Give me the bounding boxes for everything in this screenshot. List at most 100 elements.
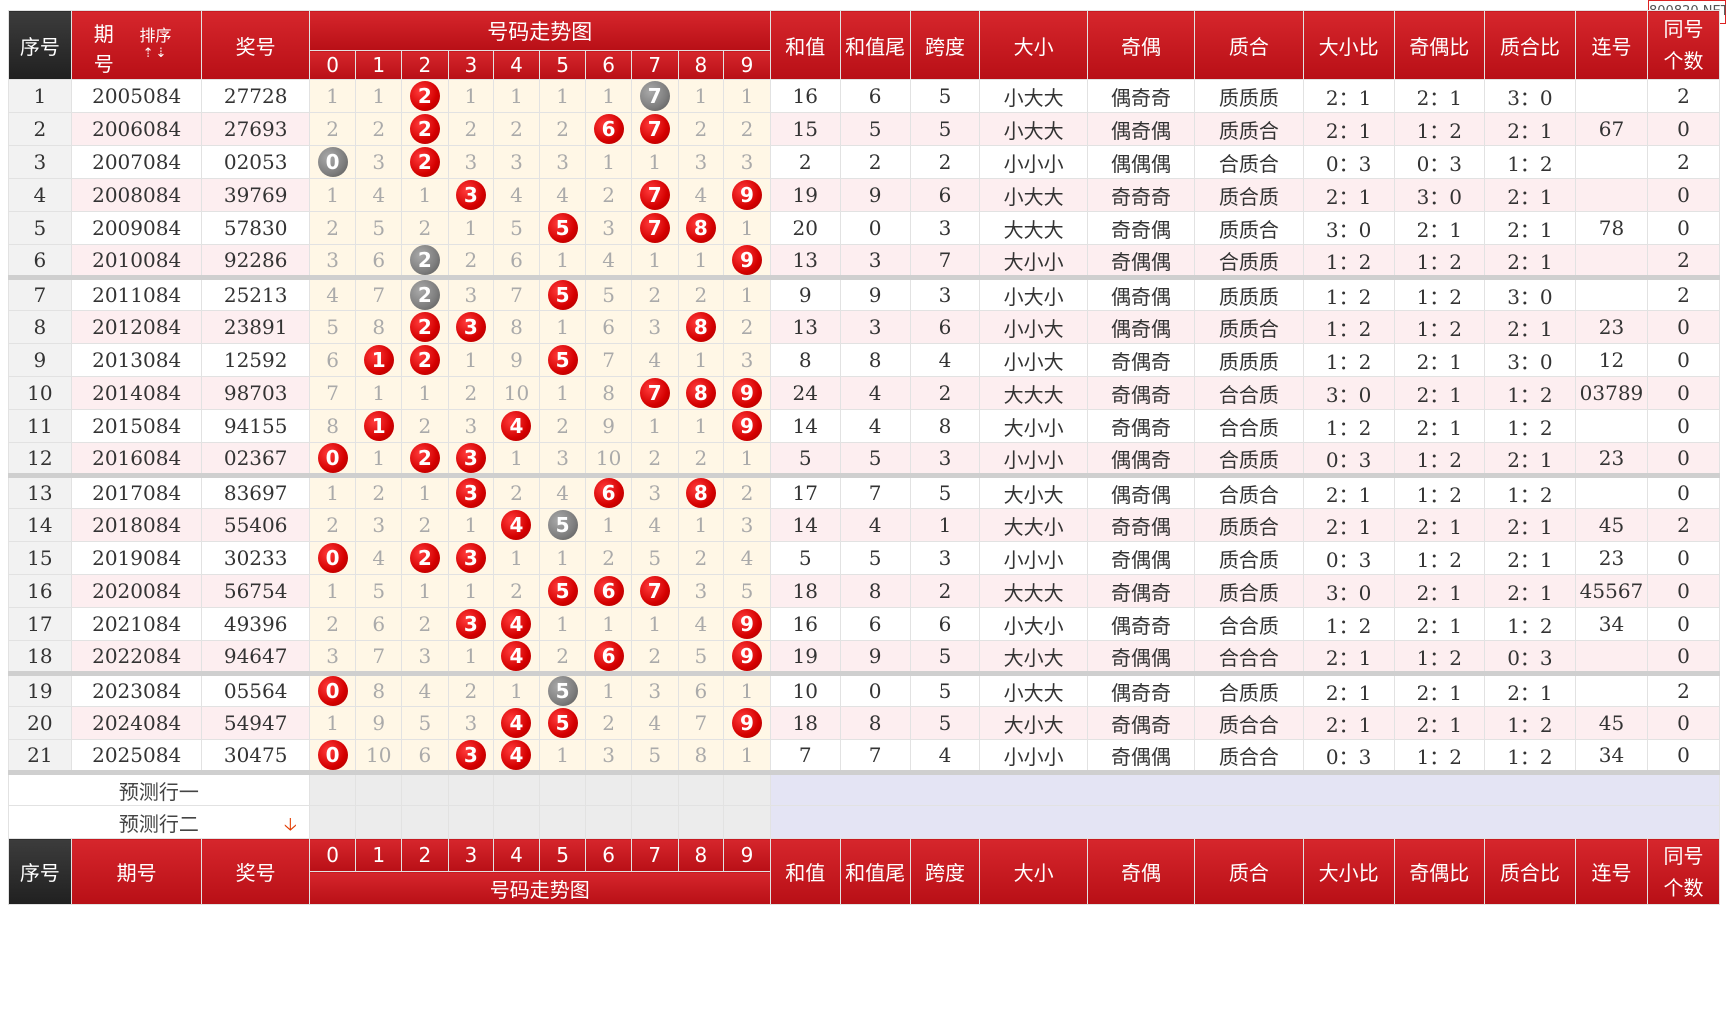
header-consecutive: 连号 xyxy=(1575,10,1648,80)
prediction-digit-cell-6[interactable] xyxy=(585,770,632,806)
digit-cell-6: 8 xyxy=(585,376,632,410)
repeat-number-ball: 2 xyxy=(409,245,440,275)
digit-cell-5: 1 xyxy=(538,739,587,773)
digit-cell-4: 8 xyxy=(493,310,540,344)
row-seq: 16 xyxy=(8,574,72,608)
row-prime: 质质质 xyxy=(1194,343,1304,377)
repeat-number-ball: 5 xyxy=(547,678,578,706)
prediction-digit-cell-0[interactable] xyxy=(308,770,357,806)
table-header: 序号期号排序 ⇡⇣ 奖号 号码走势图 和值 和值尾 跨度 大小 奇偶 质合 大小比 奇偶比 质合比 连号同… xyxy=(8,10,1721,80)
digit-cell-3: 2 xyxy=(447,112,495,146)
row-oe-ratio: 2：1 xyxy=(1393,376,1485,410)
row-consecutive xyxy=(1575,671,1648,707)
digit-cell-8: 4 xyxy=(677,607,725,641)
prediction-digit-cell-2[interactable] xyxy=(401,805,449,839)
prediction-digit-cell-8[interactable] xyxy=(677,770,725,806)
header-period[interactable]: 期号排序 ⇡⇣ xyxy=(70,10,203,80)
prediction-digit-cell-7[interactable] xyxy=(630,770,679,806)
table-row: 5 2009084 57830 2 5 2 1 5 5 3 7 8 1 20 0 3 大大大 奇奇偶 质质合 3：0 2… xyxy=(8,211,1721,245)
row-sum-tail: 5 xyxy=(839,541,911,575)
prediction-digit-cell-3[interactable] xyxy=(447,805,495,839)
header-prime: 质合 xyxy=(1194,10,1304,80)
header-digit-6: 6 xyxy=(585,50,632,80)
prediction-digit-cell-1[interactable] xyxy=(355,770,403,806)
prediction-digit-cell-2[interactable] xyxy=(401,770,449,806)
prediction-digit-cell-4[interactable] xyxy=(493,770,540,806)
header-oe-ratio: 奇偶比 xyxy=(1393,10,1485,80)
prediction-digit-cell-8[interactable] xyxy=(677,805,725,839)
digit-cell-2: 1 xyxy=(401,473,449,509)
prediction-digit-cell-1[interactable] xyxy=(355,805,403,839)
row-same-count: 0 xyxy=(1646,640,1721,674)
row-oe-ratio: 2：1 xyxy=(1393,79,1485,113)
digit-cell-5: 3 xyxy=(538,442,587,476)
prediction-digit-cell-3[interactable] xyxy=(447,770,495,806)
table-row: 12 2016084 02367 0 1 2 3 1 3 10 2 2 1 5 5 3 小小小 偶偶奇 合质质 0：3… xyxy=(8,442,1721,476)
row-big-small: 小大小 xyxy=(979,607,1088,641)
digit-cell-3: 3 xyxy=(447,739,495,773)
prediction-digit-cell-5[interactable] xyxy=(538,770,587,806)
sort-button[interactable]: 排序 ⇡⇣ xyxy=(139,27,171,63)
row-consecutive: 12 xyxy=(1575,343,1648,377)
row-seq: 19 xyxy=(8,671,72,707)
row-consecutive: 34 xyxy=(1575,739,1648,773)
digit-cell-2: 2 xyxy=(401,541,449,575)
row-oe-ratio: 1：2 xyxy=(1393,640,1485,674)
row-oe-ratio: 1：2 xyxy=(1393,244,1485,278)
row-consecutive: 03789 xyxy=(1575,376,1648,410)
row-award: 49396 xyxy=(201,607,310,641)
prediction-digit-cell-9[interactable] xyxy=(723,805,771,839)
digit-cell-9: 9 xyxy=(723,607,771,641)
digit-cell-1: 4 xyxy=(355,178,403,212)
digit-cell-6: 10 xyxy=(585,442,632,476)
row-pc-ratio: 2：1 xyxy=(1483,178,1577,212)
digit-cell-7: 5 xyxy=(630,739,679,773)
digit-cell-5: 2 xyxy=(538,409,587,443)
winning-number-ball: 5 xyxy=(547,213,578,243)
digit-cell-6: 9 xyxy=(585,409,632,443)
row-prime: 质合合 xyxy=(1194,706,1304,740)
row-consecutive: 67 xyxy=(1575,112,1648,146)
digit-cell-2: 3 xyxy=(401,640,449,674)
digit-cell-1: 6 xyxy=(355,607,403,641)
digit-cell-4: 10 xyxy=(493,376,540,410)
prediction-digit-cell-4[interactable] xyxy=(493,805,540,839)
winning-number-ball: 0 xyxy=(317,543,348,573)
digit-cell-7: 7 xyxy=(630,376,679,410)
winning-number-ball: 2 xyxy=(409,543,440,573)
prediction-digit-cell-0[interactable] xyxy=(308,805,357,839)
row-span: 2 xyxy=(909,574,981,608)
row-big-small: 小小大 xyxy=(979,310,1088,344)
row-big-small: 大大大 xyxy=(979,376,1088,410)
row-pc-ratio: 2：1 xyxy=(1483,244,1577,278)
row-bs-ratio: 3：0 xyxy=(1302,211,1395,245)
row-big-small: 大小小 xyxy=(979,409,1088,443)
row-pc-ratio: 2：1 xyxy=(1483,671,1577,707)
row-sum: 20 xyxy=(769,211,841,245)
row-period: 2006084 xyxy=(70,112,203,146)
digit-cell-5: 5 xyxy=(538,508,587,542)
row-award: 92286 xyxy=(201,244,310,278)
arrow-down-icon[interactable]: 🡣 xyxy=(283,814,297,835)
row-consecutive: 78 xyxy=(1575,211,1648,245)
prediction-digit-cell-6[interactable] xyxy=(585,805,632,839)
winning-number-ball: 3 xyxy=(455,740,486,770)
digit-cell-2: 2 xyxy=(401,409,449,443)
row-same-count: 2 xyxy=(1646,79,1721,113)
prediction-digit-cell-5[interactable] xyxy=(538,805,587,839)
winning-number-ball: 2 xyxy=(409,81,440,111)
row-consecutive: 34 xyxy=(1575,607,1648,641)
digit-cell-4: 9 xyxy=(493,343,540,377)
prediction-digit-cell-7[interactable] xyxy=(630,805,679,839)
row-bs-ratio: 2：1 xyxy=(1302,508,1395,542)
digit-cell-3: 3 xyxy=(447,706,495,740)
winning-number-ball: 4 xyxy=(501,411,532,441)
row-consecutive: 23 xyxy=(1575,442,1648,476)
row-sum: 8 xyxy=(769,343,841,377)
winning-number-ball: 8 xyxy=(685,378,716,408)
digit-cell-1: 10 xyxy=(355,739,403,773)
table-row: 3 2007084 02053 0 3 2 3 3 3 1 1 3 3 2 2 2 小小小 偶偶偶 合质合 0：3 0：… xyxy=(8,145,1721,179)
prediction-digit-cell-9[interactable] xyxy=(723,770,771,806)
row-sum-tail: 5 xyxy=(839,442,911,476)
digit-cell-6: 3 xyxy=(585,211,632,245)
